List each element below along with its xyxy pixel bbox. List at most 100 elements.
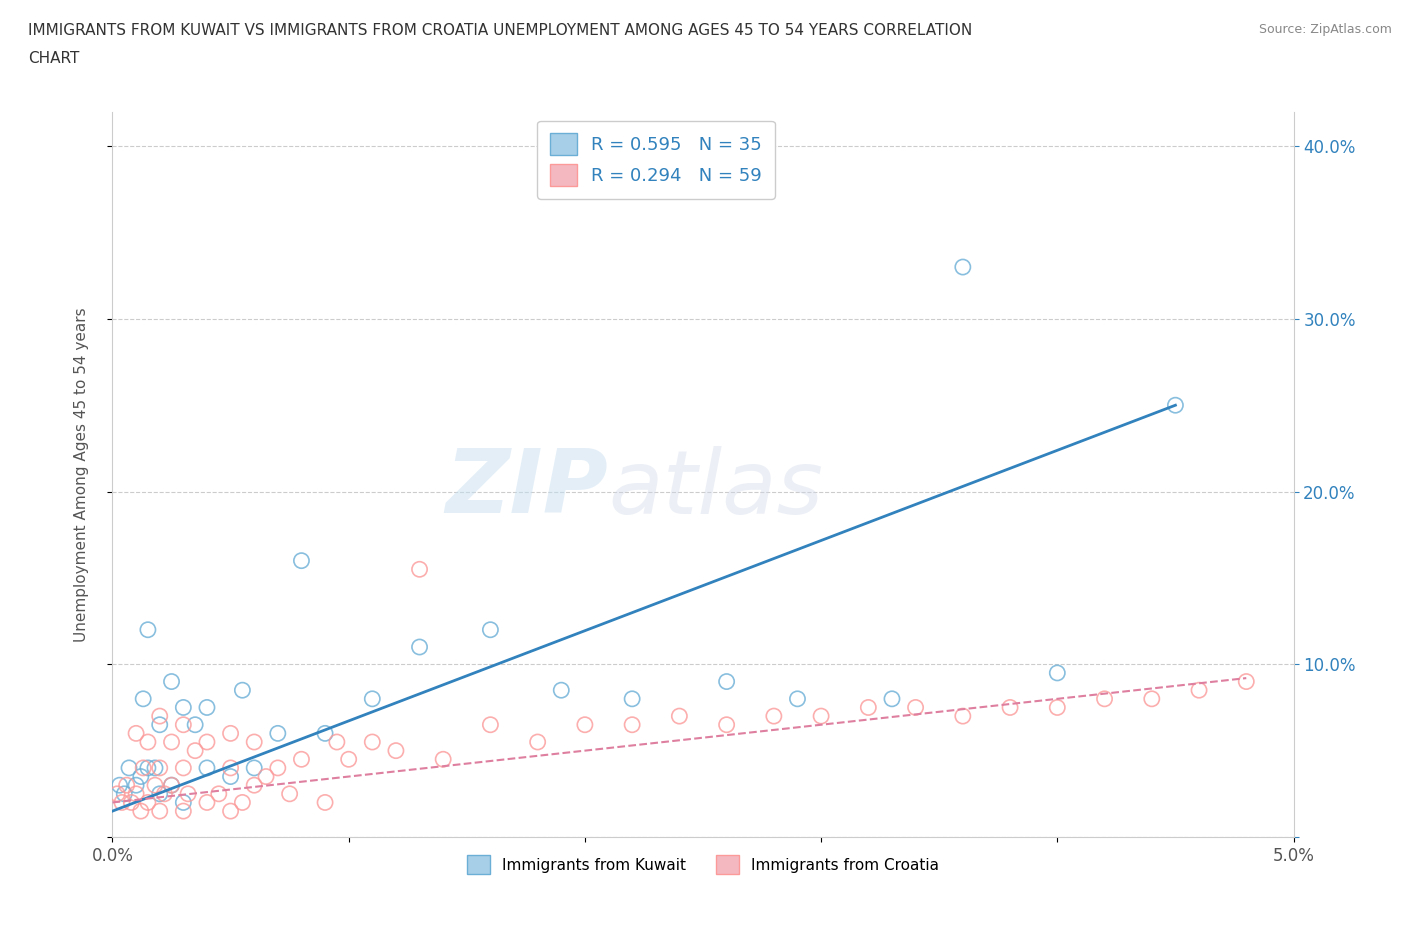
Point <box>219 761 242 776</box>
Point <box>219 804 242 818</box>
Point <box>762 709 785 724</box>
Point <box>361 691 384 706</box>
Point <box>120 795 142 810</box>
Text: Source: ZipAtlas.com: Source: ZipAtlas.com <box>1258 23 1392 36</box>
Point <box>118 761 141 776</box>
Point <box>1046 700 1069 715</box>
Point <box>810 709 832 724</box>
Point <box>108 777 131 792</box>
Point <box>326 735 349 750</box>
Point <box>432 751 454 766</box>
Point <box>172 717 194 732</box>
Y-axis label: Unemployment Among Ages 45 to 54 years: Unemployment Among Ages 45 to 54 years <box>75 307 89 642</box>
Point <box>143 777 166 792</box>
Point <box>160 777 183 792</box>
Text: atlas: atlas <box>609 445 824 532</box>
Point <box>668 709 690 724</box>
Point <box>149 787 172 802</box>
Point <box>952 709 974 724</box>
Point <box>880 691 903 706</box>
Point <box>337 751 360 766</box>
Point <box>231 683 253 698</box>
Point <box>314 795 336 810</box>
Point <box>129 769 152 784</box>
Point <box>149 717 172 732</box>
Point <box>160 735 183 750</box>
Point <box>408 640 430 655</box>
Point <box>195 795 218 810</box>
Point <box>479 622 502 637</box>
Point <box>621 717 644 732</box>
Point <box>254 769 277 784</box>
Point <box>125 777 148 792</box>
Legend: Immigrants from Kuwait, Immigrants from Croatia: Immigrants from Kuwait, Immigrants from … <box>461 849 945 880</box>
Point <box>149 761 172 776</box>
Point <box>1046 666 1069 681</box>
Point <box>184 743 207 758</box>
Point <box>267 726 290 741</box>
Point <box>143 761 166 776</box>
Point <box>172 761 194 776</box>
Point <box>219 769 242 784</box>
Point <box>172 804 194 818</box>
Point <box>314 726 336 741</box>
Point <box>716 717 738 732</box>
Point <box>136 795 159 810</box>
Point <box>184 717 207 732</box>
Point <box>219 726 242 741</box>
Point <box>243 761 266 776</box>
Point <box>267 761 290 776</box>
Point <box>195 761 218 776</box>
Point <box>858 700 880 715</box>
Point <box>195 735 218 750</box>
Point <box>231 795 253 810</box>
Point <box>621 691 644 706</box>
Point <box>1094 691 1116 706</box>
Point <box>153 787 176 802</box>
Point <box>1140 691 1163 706</box>
Point <box>208 787 231 802</box>
Point <box>195 700 218 715</box>
Point <box>160 777 183 792</box>
Point <box>125 726 148 741</box>
Text: ZIP: ZIP <box>446 445 609 532</box>
Point <box>904 700 927 715</box>
Point <box>243 735 266 750</box>
Point <box>115 777 138 792</box>
Point <box>132 761 155 776</box>
Point <box>290 751 312 766</box>
Point <box>172 700 194 715</box>
Point <box>136 622 159 637</box>
Point <box>149 804 172 818</box>
Point <box>105 787 128 802</box>
Point <box>125 787 148 802</box>
Point <box>129 804 152 818</box>
Point <box>716 674 738 689</box>
Point <box>243 777 266 792</box>
Point <box>479 717 502 732</box>
Text: CHART: CHART <box>28 51 80 66</box>
Point <box>136 735 159 750</box>
Point <box>160 674 183 689</box>
Point <box>1164 398 1187 413</box>
Point <box>574 717 596 732</box>
Point <box>1188 683 1211 698</box>
Point <box>136 761 159 776</box>
Point <box>952 259 974 274</box>
Point <box>550 683 572 698</box>
Point <box>278 787 301 802</box>
Point <box>172 795 194 810</box>
Point <box>149 709 172 724</box>
Point <box>112 787 135 802</box>
Point <box>132 691 155 706</box>
Point <box>1234 674 1257 689</box>
Text: IMMIGRANTS FROM KUWAIT VS IMMIGRANTS FROM CROATIA UNEMPLOYMENT AMONG AGES 45 TO : IMMIGRANTS FROM KUWAIT VS IMMIGRANTS FRO… <box>28 23 973 38</box>
Point <box>361 735 384 750</box>
Point <box>111 795 134 810</box>
Point <box>385 743 408 758</box>
Point <box>998 700 1021 715</box>
Point <box>177 787 200 802</box>
Point <box>526 735 548 750</box>
Point <box>786 691 808 706</box>
Point <box>290 553 312 568</box>
